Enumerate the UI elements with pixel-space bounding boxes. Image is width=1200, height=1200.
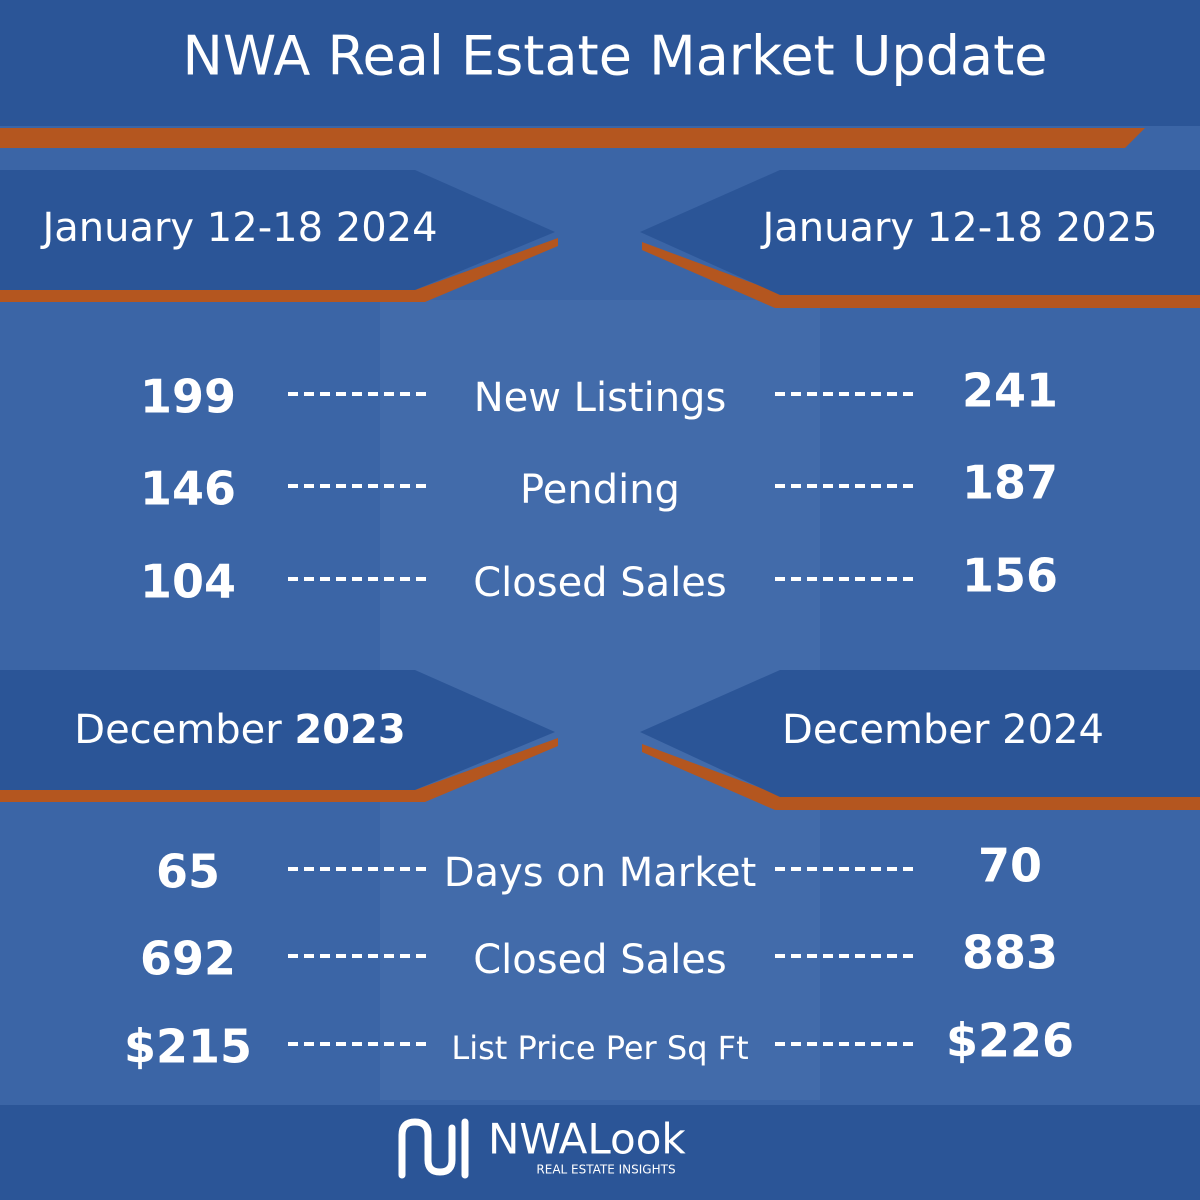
left-value: 65	[156, 845, 220, 899]
left-value: 146	[140, 462, 236, 516]
header-stripe	[0, 128, 1145, 148]
right-value: $226	[946, 1014, 1074, 1068]
metric-label: Closed Sales	[473, 560, 727, 606]
stat-rows: 199 New Listings 241 146 Pending 187 104 Closed…	[124, 364, 1074, 1074]
metric-label: Days on Market	[444, 850, 757, 896]
banner-stripe	[642, 242, 1200, 308]
banner	[0, 170, 555, 290]
metric-label: Pending	[520, 467, 680, 513]
right-value: 241	[962, 364, 1058, 418]
period-label: December 2023	[74, 707, 405, 753]
brand: NWALook	[488, 1115, 686, 1164]
period-year: 2023	[294, 707, 405, 753]
period-label: December 2024	[782, 707, 1104, 753]
left-value: $215	[124, 1020, 252, 1074]
right-value: 187	[962, 456, 1058, 510]
left-value: 104	[140, 555, 236, 609]
left-value: 199	[140, 370, 236, 424]
tagline: REAL ESTATE INSIGHTS	[536, 1163, 675, 1177]
banner	[640, 670, 1200, 797]
period-label: January 12-18 2024	[39, 205, 437, 251]
metric-label: New Listings	[474, 375, 727, 421]
banner	[640, 170, 1200, 295]
logo-mark	[398, 1118, 469, 1179]
left-value: 692	[140, 932, 236, 986]
header-band	[0, 0, 1200, 126]
period-month: December	[74, 707, 282, 753]
banner-stripe	[0, 238, 558, 302]
banner-stripe	[642, 744, 1200, 810]
right-value: 70	[978, 839, 1042, 893]
metric-label: Closed Sales	[473, 937, 727, 983]
footer-band	[0, 1105, 1200, 1200]
period-label: January 12-18 2025	[759, 205, 1157, 251]
right-value: 883	[962, 926, 1058, 980]
banner	[0, 670, 555, 790]
banner-stripe	[0, 738, 558, 802]
title: NWA Real Estate Market Update	[183, 25, 1048, 88]
right-value: 156	[962, 549, 1058, 603]
metric-label: List Price Per Sq Ft	[451, 1029, 748, 1067]
